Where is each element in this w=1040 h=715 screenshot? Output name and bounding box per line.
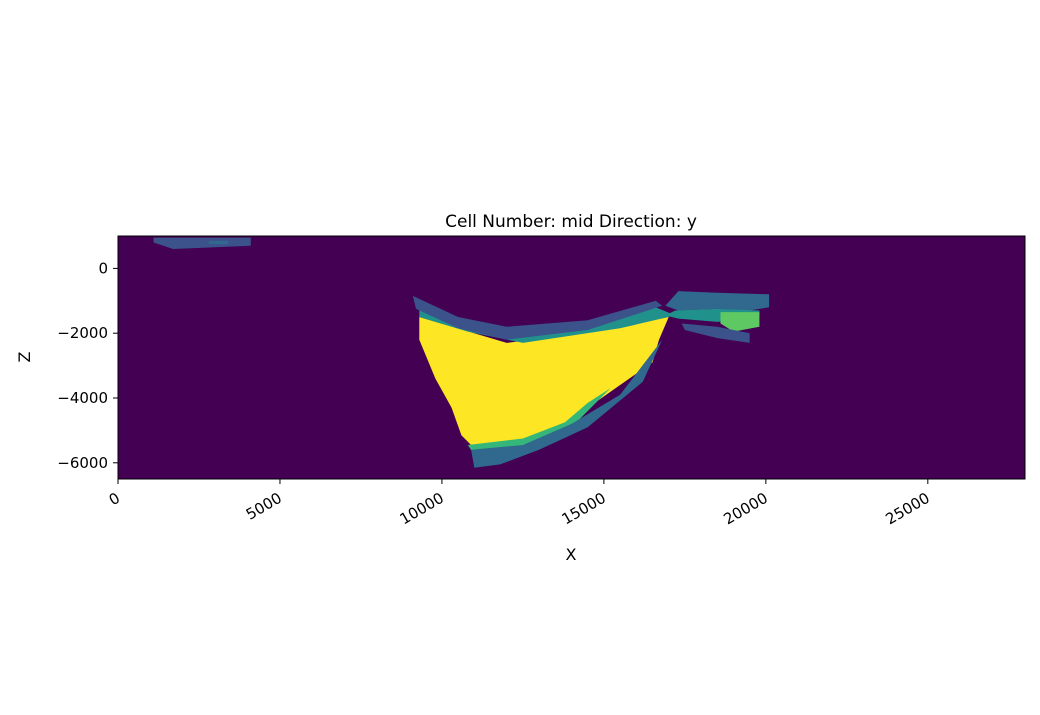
unit-region-4 [412, 295, 663, 340]
x-tick-label: 20000 [721, 489, 771, 528]
unit-region-2 [471, 339, 663, 468]
y-tick-label: 0 [98, 259, 108, 277]
plot-frame [117, 235, 1026, 480]
x-tick-label: 15000 [559, 489, 609, 528]
unit-region-9 [153, 237, 251, 249]
unit-region-0 [419, 317, 669, 449]
y-axis-ticks: 0 −2000 −4000 −6000 [57, 259, 118, 472]
y-tick-label: −2000 [57, 324, 108, 342]
x-tick-label: 25000 [882, 489, 932, 528]
x-tick-label: 0 [106, 489, 123, 509]
chart-title: Cell Number: mid Direction: y [445, 212, 697, 232]
unit-region-10 [208, 240, 229, 245]
unit-region-7 [720, 312, 760, 332]
y-axis-label: Z [15, 351, 34, 362]
y-tick-label: −4000 [57, 389, 108, 407]
unit-region-5 [665, 291, 770, 311]
x-tick-label: 10000 [397, 489, 447, 528]
plot-area [117, 235, 1026, 480]
x-axis-ticks: 0 5000 10000 15000 20000 25000 [106, 479, 933, 528]
y-tick-label: −6000 [57, 454, 108, 472]
unit-region-8 [681, 323, 750, 343]
x-axis-label: X [566, 545, 577, 564]
x-tick-label: 5000 [243, 489, 285, 524]
